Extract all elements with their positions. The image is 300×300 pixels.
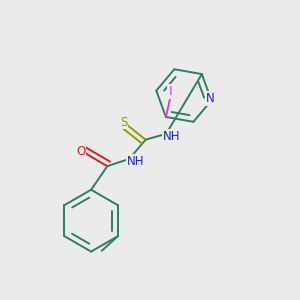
Text: I: I (168, 85, 172, 98)
Text: N: N (206, 92, 214, 105)
Text: NH: NH (127, 155, 144, 168)
Text: NH: NH (163, 130, 181, 143)
Text: S: S (120, 116, 127, 128)
Text: O: O (76, 145, 86, 158)
